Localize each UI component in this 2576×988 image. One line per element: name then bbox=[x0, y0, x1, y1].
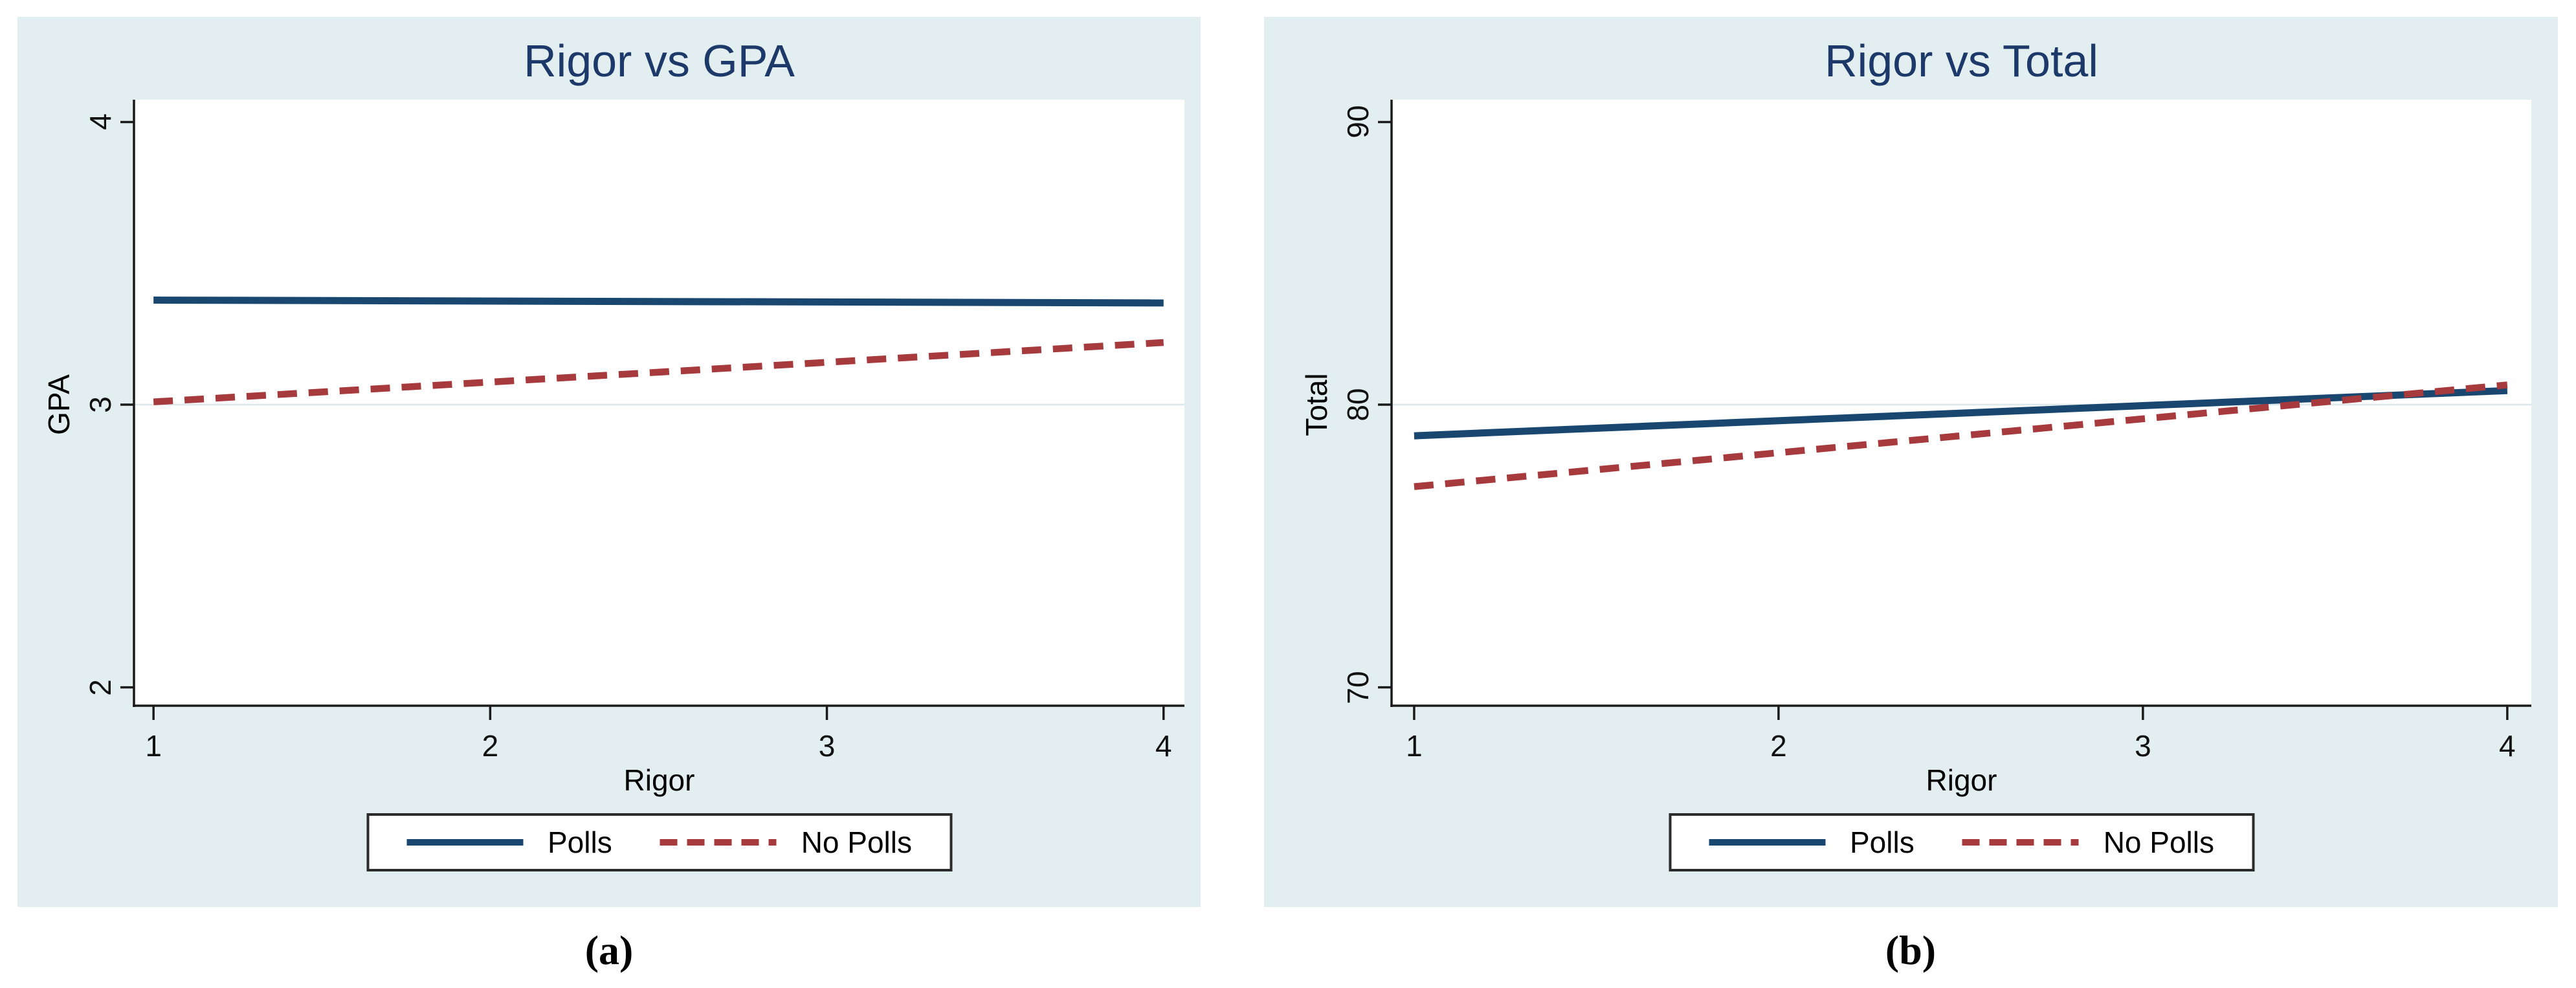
y-tick-label: 90 bbox=[1341, 105, 1375, 139]
no-polls-line bbox=[153, 339, 1164, 405]
legend-label: Polls bbox=[1849, 825, 1915, 859]
y-tick-label: 4 bbox=[83, 113, 117, 131]
legend-label: No Polls bbox=[2103, 825, 2215, 859]
legend-item: No Polls bbox=[1962, 825, 2214, 860]
solid-line-swatch-icon bbox=[1708, 839, 1825, 846]
panel-b-caption: (b) bbox=[1885, 927, 1937, 973]
legend: Polls No Polls bbox=[366, 813, 953, 871]
x-tick-label: 1 bbox=[1406, 729, 1423, 763]
x-tick-label: 4 bbox=[2499, 729, 2516, 763]
legend-label: Polls bbox=[547, 825, 612, 859]
x-axis-label: Rigor bbox=[623, 763, 695, 797]
y-tick-label: 3 bbox=[83, 396, 117, 413]
solid-line-swatch-icon bbox=[406, 839, 523, 846]
legend-label: No Polls bbox=[801, 825, 913, 859]
x-tick-label: 2 bbox=[1770, 729, 1787, 763]
plot-background bbox=[134, 100, 1184, 706]
plot-background bbox=[1392, 100, 2531, 706]
x-tick-label: 1 bbox=[145, 729, 162, 763]
chart-title: Rigor vs Total bbox=[1825, 36, 2098, 86]
chart-canvas bbox=[1378, 100, 2531, 720]
polls-line bbox=[1414, 387, 2508, 440]
legend-item: Polls bbox=[406, 825, 612, 860]
x-tick-label: 2 bbox=[482, 729, 499, 763]
panel-a-caption: (a) bbox=[584, 927, 634, 973]
dashed-line-swatch-icon bbox=[1962, 839, 2079, 846]
legend-item: No Polls bbox=[660, 825, 912, 860]
x-axis-label: Rigor bbox=[1926, 763, 1997, 797]
legend-item: Polls bbox=[1708, 825, 1915, 860]
chart-panel-b: Rigor vs Total Total Rigor Polls No Polls… bbox=[1264, 17, 2558, 907]
x-tick-label: 3 bbox=[2135, 729, 2151, 763]
x-tick-label: 3 bbox=[818, 729, 836, 763]
chart-title: Rigor vs GPA bbox=[524, 36, 795, 86]
polls-line bbox=[153, 297, 1164, 307]
chart-canvas bbox=[120, 100, 1184, 720]
y-tick-label: 2 bbox=[83, 679, 117, 696]
dashed-line-swatch-icon bbox=[660, 839, 777, 846]
legend: Polls No Polls bbox=[1668, 813, 2255, 871]
no-polls-line bbox=[1414, 381, 2508, 490]
x-tick-label: 4 bbox=[1155, 729, 1172, 763]
y-tick-label: 80 bbox=[1341, 388, 1375, 421]
y-tick-label: 70 bbox=[1341, 671, 1375, 704]
